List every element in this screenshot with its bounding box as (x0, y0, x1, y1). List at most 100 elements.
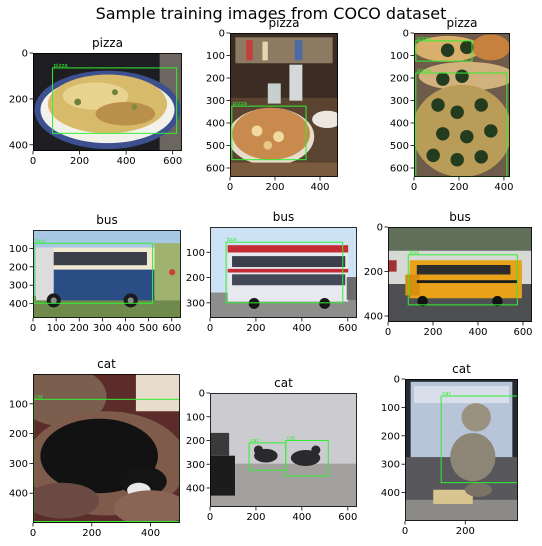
subplot: pizza 0 200 400 600 0 200 400 pizza (9, 36, 182, 167)
y-tick-label: 600 (390, 164, 409, 175)
x-tick-label: 0 (411, 182, 417, 193)
subplot-title: cat (274, 376, 293, 390)
scene-circle (112, 89, 118, 96)
scene-circle (50, 297, 57, 304)
y-tick-label: 200 (381, 431, 400, 442)
scene-circle (74, 98, 82, 106)
bbox-label: bus (227, 237, 237, 243)
bbox-label: cat (35, 394, 44, 400)
bbox-label: pizza (417, 36, 431, 42)
cat-right (290, 450, 321, 466)
scene-rect (262, 41, 268, 61)
bottle (289, 64, 303, 101)
bus-hood (405, 274, 420, 296)
y-tick-label: 200 (9, 94, 28, 105)
scene-circle (127, 297, 134, 304)
scene-rect (210, 432, 230, 456)
x-tick-label: 0 (402, 526, 408, 537)
lower-windows (232, 274, 346, 286)
glass (267, 83, 281, 104)
spinach (436, 127, 450, 141)
subplot: bus 0 200 400 600 0 200 400 bus (364, 210, 533, 338)
axes-frame (210, 227, 357, 318)
image-cat-laptop: cat (405, 379, 518, 521)
bbox-cat (285, 440, 329, 477)
subplot-title: cat (97, 357, 116, 371)
y-tick-label: 0 (403, 29, 409, 40)
y-tick-label: 400 (9, 489, 28, 500)
axes-frame (210, 393, 357, 507)
bbox-label: pizza (54, 63, 68, 69)
figure-title: Sample training images from COCO dataset (95, 4, 447, 23)
wheel (492, 295, 503, 307)
y-tick-label: 0 (22, 49, 28, 60)
bbox-label: cat (287, 436, 296, 442)
scene-ellipse (471, 34, 510, 61)
x-tick-label: 300 (93, 323, 112, 334)
y-tick-label: 300 (381, 460, 400, 471)
bbox-label: pizza (417, 68, 431, 74)
y-tick-label: 300 (206, 96, 225, 107)
y-tick-label: 100 (381, 403, 400, 414)
scene-rect (227, 268, 349, 273)
spinach (426, 148, 440, 163)
scene-rect (416, 280, 518, 284)
scene-ellipse (113, 490, 180, 523)
subplot: pizza 0 200 400 0 100 200 300 400 500 600 pizza (206, 16, 338, 193)
spinach (440, 43, 455, 57)
spinach (460, 129, 474, 144)
y-tick-label: 600 (206, 164, 225, 175)
scene-circle (131, 103, 138, 110)
bbox-pizza (415, 40, 473, 62)
x-tick-label: 0 (30, 156, 36, 167)
x-tick-label: 400 (116, 323, 135, 334)
x-tick-label: 0 (207, 323, 213, 334)
x-tick-label: 0 (227, 182, 233, 193)
y-tick-label: 500 (390, 141, 409, 152)
y-tick-label: 0 (394, 375, 400, 386)
y-tick-label: 200 (390, 74, 409, 85)
x-tick-label: 0 (207, 512, 213, 523)
image-pizza-plate: pizza (33, 53, 182, 151)
spinach (450, 105, 464, 119)
subplot-title: bus (449, 210, 470, 224)
x-tick-label: 500 (139, 323, 158, 334)
subplot: bus 0 200 400 600 100 200 300 bus (186, 210, 357, 334)
wheel (417, 295, 428, 307)
x-tick-label: 400 (468, 327, 487, 338)
y-tick-label: 100 (206, 51, 225, 62)
scene-ellipse (33, 482, 100, 519)
bbox-bus (33, 242, 154, 304)
x-tick-label: 0 (385, 327, 391, 338)
x-tick-label: 600 (338, 512, 357, 523)
bbox-pizza (52, 67, 178, 134)
scene-circle (251, 125, 263, 137)
x-tick-label: 400 (292, 512, 311, 523)
scene-rect (230, 162, 338, 177)
image-cat-couch: cat (33, 374, 180, 523)
y-tick-label: 300 (186, 298, 205, 309)
subplot: pizza pizza 0 200 400 0 100 200 300 400 500 600 pizz… (390, 16, 514, 193)
cat (450, 432, 496, 482)
y-tick-label: 300 (390, 96, 409, 107)
bin (210, 455, 235, 496)
grass (33, 296, 181, 318)
y-tick-label: 300 (9, 459, 28, 470)
y-tick-label: 0 (219, 29, 225, 40)
wheel (319, 297, 331, 309)
x-tick-label: 200 (70, 323, 89, 334)
subplot: cat cat 0 200 400 600 0 100 200 300 400 cat (186, 376, 357, 523)
scene-rect (294, 40, 303, 61)
tree (154, 243, 181, 301)
bbox-pizza (231, 105, 307, 161)
windows (43, 252, 147, 266)
desk (405, 499, 518, 521)
subplot-title: cat (452, 362, 471, 376)
y-tick-label: 200 (206, 74, 225, 85)
y-tick-label: 400 (364, 311, 383, 322)
x-tick-label: 400 (310, 182, 329, 193)
axes-frame (33, 53, 182, 151)
scene-circle (311, 445, 321, 455)
x-tick-label: 200 (82, 528, 101, 539)
spinach (474, 98, 488, 112)
